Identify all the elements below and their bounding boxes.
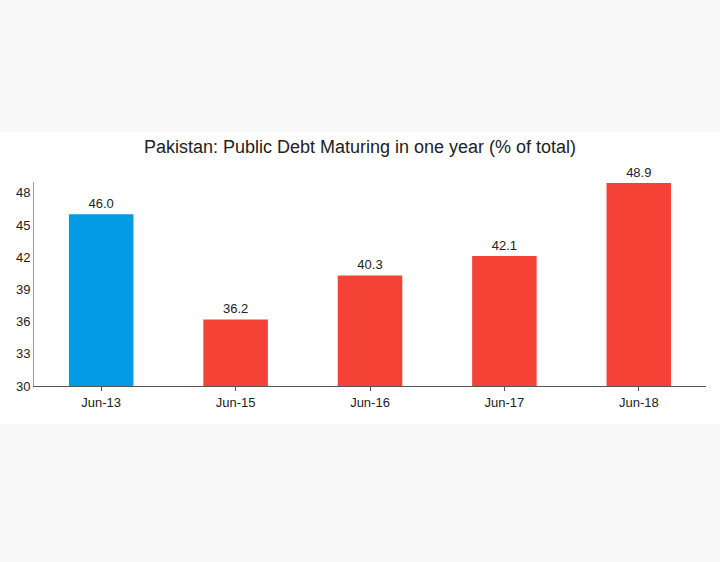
svg-text:46.0: 46.0	[89, 196, 114, 211]
svg-text:39: 39	[16, 282, 30, 297]
svg-text:Jun-15: Jun-15	[216, 395, 256, 410]
svg-text:Pakistan: Public Debt Maturing: Pakistan: Public Debt Maturing in one ye…	[144, 137, 576, 157]
svg-text:30: 30	[16, 379, 30, 394]
svg-text:33: 33	[16, 346, 30, 361]
svg-text:36: 36	[16, 314, 30, 329]
svg-text:45: 45	[16, 218, 30, 233]
svg-text:48.9: 48.9	[626, 165, 651, 180]
svg-text:42.1: 42.1	[492, 238, 517, 253]
svg-text:40.3: 40.3	[357, 257, 382, 272]
svg-text:42: 42	[16, 250, 30, 265]
svg-text:Jun-16: Jun-16	[350, 395, 390, 410]
svg-text:Jun-17: Jun-17	[485, 395, 525, 410]
svg-text:Jun-18: Jun-18	[619, 395, 659, 410]
svg-text:36.2: 36.2	[223, 301, 248, 316]
svg-text:Jun-13: Jun-13	[81, 395, 121, 410]
svg-text:48: 48	[16, 185, 30, 200]
